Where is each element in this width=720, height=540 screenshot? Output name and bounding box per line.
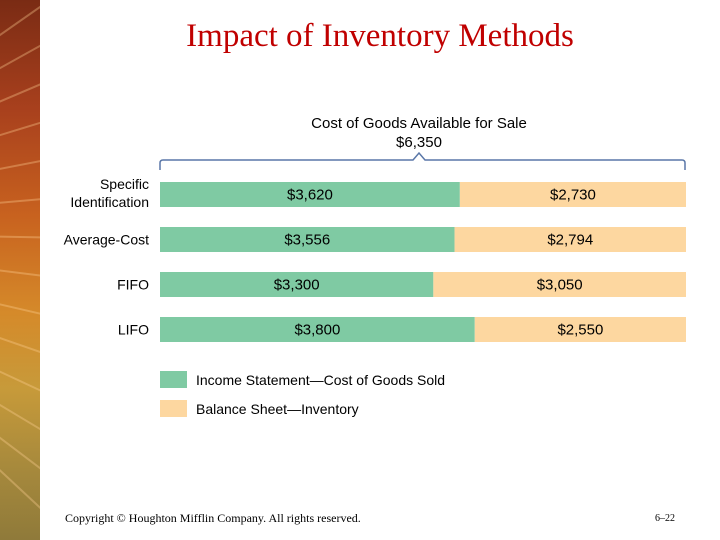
cogs-bar [160,272,434,297]
inventory-value-label: $2,794 [547,232,593,249]
inventory-bar [433,272,686,297]
category-label: LIFO [118,322,149,338]
cogs-bar [160,227,455,252]
cogs-value-label: $3,620 [287,187,333,204]
inventory-bar [454,227,686,252]
inventory-value-label: $3,050 [537,277,583,294]
chart-title: Cost of Goods Available for Sale [311,115,527,132]
inventory-bar [474,317,686,342]
inventory-value-label: $2,730 [550,187,596,204]
legend-label-cogs: Income Statement—Cost of Goods Sold [196,372,445,388]
category-label: FIFO [117,277,149,293]
legend-label-inventory: Balance Sheet—Inventory [196,401,359,417]
cogs-value-label: $3,556 [284,232,330,249]
total-bracket [159,151,686,170]
copyright-notice: Copyright © Houghton Mifflin Company. Al… [65,511,361,525]
cogs-bar [160,317,475,342]
slide-title: Impact of Inventory Methods [186,18,574,54]
cogs-value-label: $3,300 [274,277,320,294]
cogs-bar [160,182,460,207]
slide-number: 6–22 [655,513,675,524]
chart-subtitle: $6,350 [396,134,442,151]
category-label: Average-Cost [64,232,149,248]
inventory-value-label: $2,550 [557,322,603,339]
category-label: Specific Identification [70,176,149,210]
decorative-side-strip [0,0,40,540]
cogs-value-label: $3,800 [294,322,340,339]
inventory-methods-chart: Cost of Goods Available for Sale $6,350 … [64,115,686,417]
inventory-bar [459,182,686,207]
legend-swatch-cogs [160,371,187,388]
legend-swatch-inventory [160,400,187,417]
